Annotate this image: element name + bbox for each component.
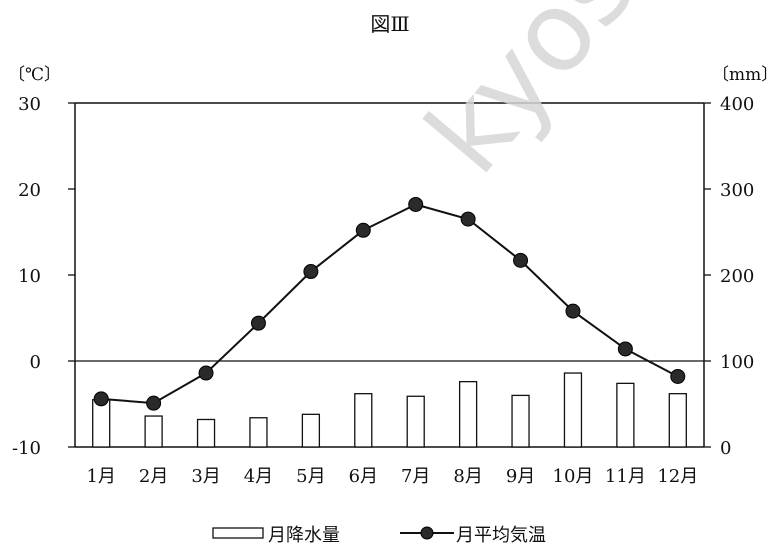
x-tick-label: 10月 [553, 466, 594, 487]
x-tick-label: 12月 [657, 466, 698, 487]
x-axis-labels: 1月 2月 3月 4月 5月 6月 7月 8月 9月 10月 11月 12月 [86, 466, 698, 487]
precipitation-bar [563, 372, 583, 448]
x-tick-label: 9月 [506, 466, 535, 487]
left-tick-label: 20 [18, 180, 41, 201]
right-tick-label: 0 [720, 438, 731, 459]
temperature-point [565, 303, 581, 319]
watermark-text: kyosei [402, 0, 724, 197]
precipitation-bar [616, 382, 635, 448]
x-tick-label: 3月 [191, 466, 220, 487]
x-tick-label: 2月 [139, 466, 168, 487]
left-axis-unit-label: 〔℃〕 [8, 65, 61, 85]
temperature-point [93, 391, 109, 407]
x-tick-label: 4月 [244, 466, 273, 487]
left-tick-label: 30 [18, 94, 41, 115]
x-tick-label: 11月 [605, 466, 646, 487]
right-axis-ticks: 0 100 200 300 400 [704, 94, 754, 459]
legend-label-precipitation: 月降水量 [268, 525, 340, 546]
temperature-point [513, 252, 529, 268]
chart-title: 図Ⅲ [370, 12, 409, 36]
temperature-point [198, 365, 214, 381]
precipitation-bar [144, 415, 163, 448]
left-tick-label: 10 [18, 266, 41, 287]
precipitation-bar [458, 380, 478, 448]
left-tick-label: -10 [12, 438, 41, 459]
temperature-polyline [101, 203, 679, 405]
precipitation-bar [511, 394, 530, 448]
left-axis-ticks: -10 0 10 20 30 [12, 94, 75, 459]
precipitation-bar [92, 399, 111, 448]
temperature-point [146, 395, 162, 411]
left-tick-label: 0 [30, 352, 41, 373]
precipitation-bar [354, 393, 373, 448]
precipitation-bar [406, 395, 425, 448]
legend-bar-swatch [212, 527, 264, 539]
precipitation-bar [301, 413, 321, 448]
right-tick-label: 400 [720, 94, 754, 115]
x-tick-label: 5月 [296, 466, 325, 487]
x-tick-label: 7月 [401, 466, 430, 487]
precipitation-bars [92, 372, 687, 448]
temperature-line [93, 196, 686, 411]
precipitation-bar [249, 417, 268, 448]
legend-label-temperature: 月平均気温 [456, 525, 546, 546]
temperature-point [355, 222, 371, 238]
legend-marker-swatch [420, 526, 434, 540]
right-axis-unit-label: 〔mm〕 [712, 65, 768, 85]
x-tick-label: 6月 [349, 466, 378, 487]
temperature-point [303, 264, 319, 280]
right-tick-label: 100 [720, 352, 754, 373]
temperature-point [408, 196, 424, 212]
temperature-point [250, 315, 266, 331]
temperature-point [460, 211, 476, 227]
legend: 月降水量 月平均気温 [212, 525, 546, 546]
right-tick-label: 200 [720, 266, 754, 287]
temperature-point [670, 368, 686, 384]
precipitation-bar [196, 418, 216, 448]
right-tick-label: 300 [720, 180, 754, 201]
temperature-point [617, 341, 633, 357]
precipitation-bar [668, 393, 687, 448]
x-tick-label: 8月 [453, 466, 482, 487]
plot-frame [74, 102, 705, 448]
x-tick-label: 1月 [86, 466, 115, 487]
